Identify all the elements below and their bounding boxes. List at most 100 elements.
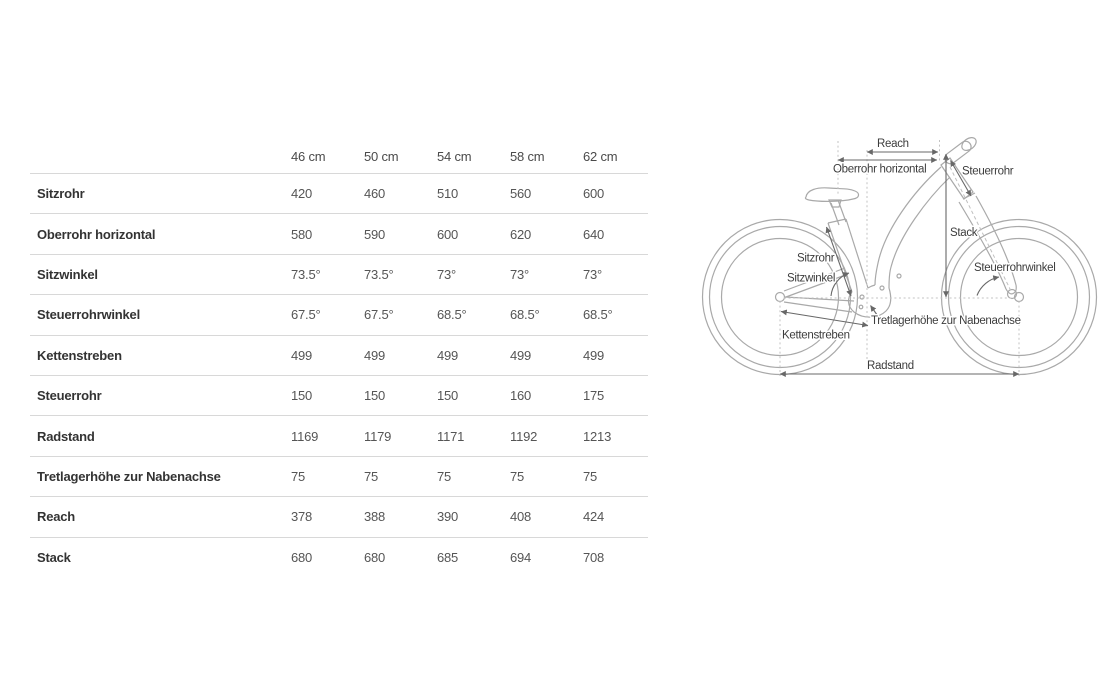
row-value: 388 [364, 509, 386, 525]
dim-sitzwinkel-arc [830, 272, 850, 297]
row-value: 175 [583, 388, 605, 404]
row-value: 75 [291, 468, 306, 484]
row-value: 420 [291, 186, 313, 202]
dim-kettenstreben [780, 309, 869, 328]
row-value: 685 [437, 549, 459, 565]
row-value: 680 [291, 549, 313, 565]
row-value: 680 [364, 549, 386, 565]
dimension-arrows [779, 149, 1020, 377]
row-value: 1171 [437, 428, 465, 444]
table-row: Reach 378 388 390 408 424 [30, 496, 648, 536]
row-label: Kettenstreben [37, 347, 122, 363]
row-value: 75 [437, 468, 452, 484]
row-value: 1192 [510, 428, 538, 444]
dim-sitzrohr [825, 226, 852, 297]
row-value: 499 [583, 347, 605, 363]
row-label: Sitzwinkel [37, 266, 98, 282]
row-value: 460 [364, 186, 386, 202]
table-row: Steuerrohrwinkel 67.5° 67.5° 68.5° 68.5°… [30, 294, 648, 334]
row-label: Oberrohr horizontal [37, 226, 156, 242]
bike-geometry-diagram: Reach Oberrohr horizontal Steuerrohr Sta… [701, 136, 1098, 377]
steering-axis [949, 166, 1013, 294]
column-header: 58 cm [510, 148, 545, 164]
reference-lines [779, 140, 1020, 376]
column-header: 46 cm [291, 148, 326, 164]
row-value: 694 [510, 549, 532, 565]
row-value: 73.5° [364, 266, 394, 282]
row-label: Sitzrohr [37, 186, 85, 202]
row-label: Steuerrohrwinkel [37, 307, 140, 323]
row-value: 378 [291, 509, 313, 525]
dim-steuerrohrwinkel-arc [976, 275, 1000, 296]
geometry-table: 46 cm 50 cm 54 cm 58 cm 62 cm Sitzrohr 420 4… [30, 139, 648, 577]
row-value: 67.5° [291, 307, 321, 323]
dim-tretlagerhoehe [870, 305, 879, 318]
row-value: 68.5° [510, 307, 540, 323]
table-row: Oberrohr horizontal 580 590 600 620 640 [30, 213, 648, 253]
table-row: Sitzrohr 420 460 510 560 600 [30, 173, 648, 213]
row-value: 73.5° [291, 266, 321, 282]
row-value: 68.5° [437, 307, 467, 323]
row-value: 75 [364, 468, 379, 484]
row-value: 1169 [291, 428, 319, 444]
fork [958, 195, 1018, 300]
saddle [804, 187, 860, 208]
table-row: Sitzwinkel 73.5° 73.5° 73° 73° 73° [30, 253, 648, 294]
oberrohr-label: Oberrohr horizontal [833, 164, 926, 176]
row-value: 499 [510, 347, 532, 363]
column-header: 50 cm [364, 148, 399, 164]
sitzrohr-label: Sitzrohr [797, 253, 835, 265]
row-value: 68.5° [583, 307, 613, 323]
column-header: 54 cm [437, 148, 472, 164]
row-value: 75 [510, 468, 525, 484]
table-row: Stack 680 680 685 694 708 [30, 536, 648, 577]
row-value: 620 [510, 226, 532, 242]
geometry-table-header: 46 cm 50 cm 54 cm 58 cm 62 cm [30, 139, 648, 173]
row-label: Stack [37, 549, 71, 565]
row-value: 150 [437, 388, 459, 404]
row-value: 590 [364, 226, 386, 242]
row-value: 75 [583, 468, 598, 484]
row-value: 600 [583, 186, 605, 202]
geometry-table-body: Sitzrohr 420 460 510 560 600 Oberrohr ho… [30, 173, 648, 577]
column-header: 62 cm [583, 148, 618, 164]
row-label: Reach [37, 509, 76, 525]
row-value: 1213 [583, 428, 612, 444]
row-value: 580 [291, 226, 313, 242]
front-wheel [940, 218, 1098, 376]
row-value: 1179 [364, 428, 392, 444]
tretlagerhoehe-label: Tretlagerhöhe zur Nabenachse [871, 315, 1021, 327]
row-value: 640 [583, 226, 605, 242]
row-value: 560 [510, 186, 532, 202]
table-row: Steuerrohr 150 150 150 160 175 [30, 374, 648, 415]
row-value: 390 [437, 509, 459, 525]
row-value: 67.5° [364, 307, 394, 323]
row-value: 600 [437, 226, 459, 242]
handlebar [944, 136, 977, 165]
dimension-labels: Reach Oberrohr horizontal Steuerrohr Sta… [781, 137, 1058, 374]
row-value: 499 [364, 347, 386, 363]
row-label: Steuerrohr [37, 388, 102, 404]
table-row: Kettenstreben 499 499 499 499 499 [30, 334, 648, 375]
table-row: Radstand 1169 1179 1171 1192 1213 [30, 415, 648, 455]
down-tube [874, 166, 951, 289]
row-label: Radstand [37, 428, 95, 444]
row-value: 150 [364, 388, 386, 404]
steuerrohrwinkel-label: Steuerrohrwinkel [974, 262, 1056, 274]
row-value: 408 [510, 509, 532, 525]
kettenstreben-label: Kettenstreben [782, 330, 850, 342]
motor-housing [847, 285, 892, 318]
steuerrohr-label: Steuerrohr [962, 166, 1014, 178]
row-value: 160 [510, 388, 532, 404]
table-row: Tretlagerhöhe zur Nabenachse 75 75 75 75… [30, 455, 648, 496]
stack-label: Stack [950, 227, 978, 239]
row-value: 73° [510, 266, 530, 282]
row-value: 150 [291, 388, 313, 404]
row-label: Tretlagerhöhe zur Nabenachse [37, 468, 221, 484]
row-value: 499 [437, 347, 459, 363]
radstand-label: Radstand [867, 360, 914, 372]
row-value: 73° [437, 266, 457, 282]
chain-stay [783, 296, 855, 313]
sitzwinkel-label: Sitzwinkel [787, 273, 835, 285]
row-value: 73° [583, 266, 603, 282]
